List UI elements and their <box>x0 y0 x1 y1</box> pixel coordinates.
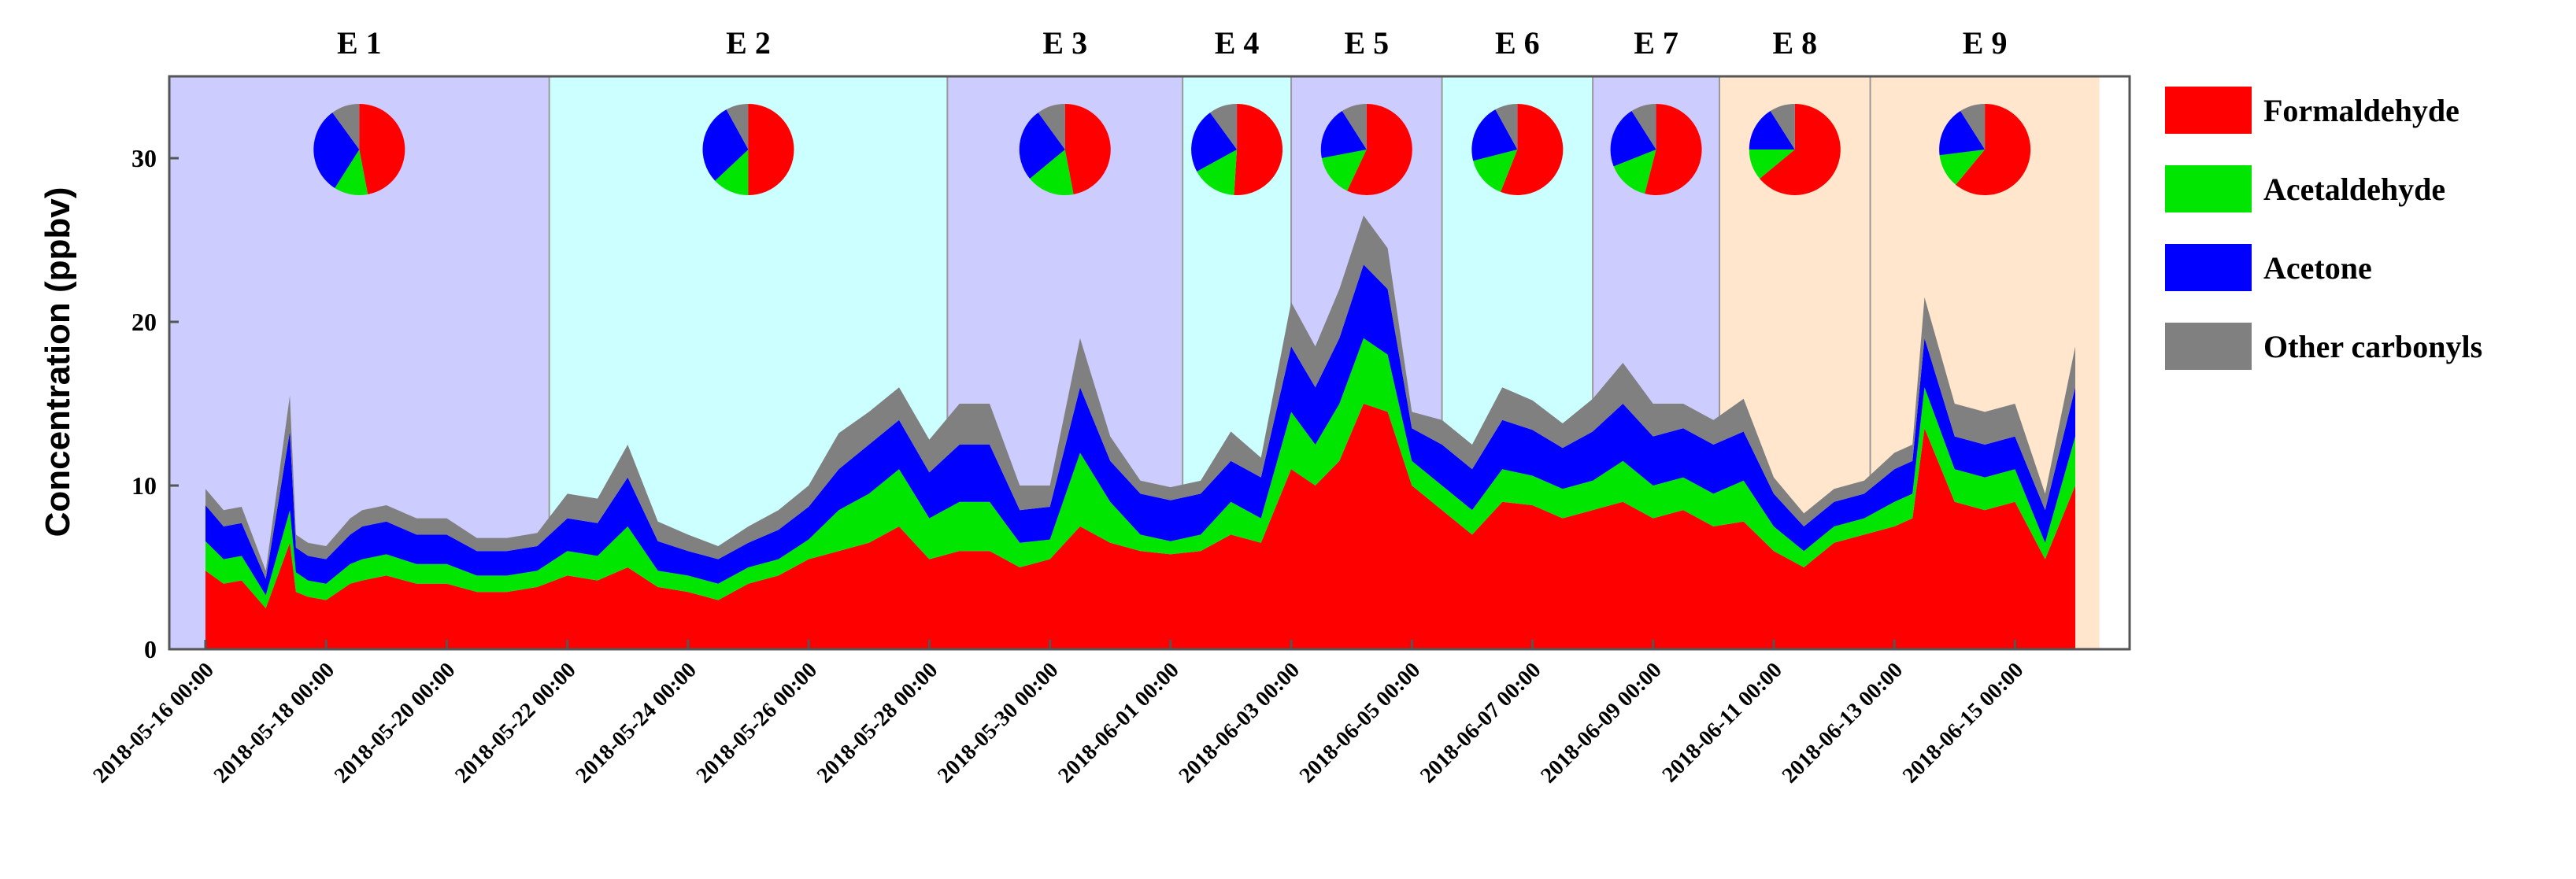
pie-slice-other-carbonyls <box>1210 104 1238 150</box>
pie-slice-acetaldehyde <box>335 150 368 195</box>
x-tick-label: 2018-05-28 00:00 <box>812 658 942 788</box>
legend-swatch-formaldehyde <box>2165 87 2252 134</box>
x-tick-label: 2018-05-26 00:00 <box>692 658 822 788</box>
pie-slice-formaldehyde <box>1956 104 2031 195</box>
legend-label-acetaldehyde: Acetaldehyde <box>2263 172 2445 207</box>
pie-slice-formaldehyde <box>1645 104 1702 195</box>
x-tick-label: 2018-06-13 00:00 <box>1778 658 1908 788</box>
plot-frame <box>168 75 2131 651</box>
pie-4 <box>1191 104 1283 195</box>
pie-slice-acetone <box>1019 113 1065 179</box>
pie-slice-acetone <box>1939 111 1986 156</box>
episode-label-2: E 2 <box>726 25 771 61</box>
pie-slice-acetone <box>1191 113 1238 172</box>
pie-slice-formaldehyde <box>748 104 794 195</box>
x-tick-label: 2018-05-20 00:00 <box>330 658 460 788</box>
y-axis-label: Concentration (ppbv) <box>39 187 77 537</box>
episode-label-6: E 6 <box>1495 25 1540 61</box>
pie-slice-acetone <box>1610 111 1656 167</box>
area-formaldehyde <box>205 404 2075 649</box>
episode-label-7: E 7 <box>1634 25 1678 61</box>
pie-1 <box>313 104 405 195</box>
x-tick-label: 2018-06-01 00:00 <box>1053 658 1183 788</box>
legend-swatch-acetaldehyde <box>2165 165 2252 212</box>
pie-slice-other-carbonyls <box>1960 104 1986 150</box>
x-tick-label: 2018-06-07 00:00 <box>1416 658 1545 788</box>
pie-slice-other-carbonyls <box>1038 104 1065 150</box>
x-tick-label: 2018-05-18 00:00 <box>209 658 339 788</box>
pie-slice-acetone <box>1471 109 1518 161</box>
pie-slice-acetone <box>702 109 749 181</box>
legend-label-other-carbonyls: Other carbonyls <box>2263 329 2482 364</box>
pie-3 <box>1019 104 1111 195</box>
episode-label-1: E 1 <box>337 25 382 61</box>
y-tick-label: 30 <box>131 144 157 172</box>
pie-slice-formaldehyde <box>1064 104 1111 194</box>
episode-label-4: E 4 <box>1215 25 1260 61</box>
pie-slice-other-carbonyls <box>1631 104 1656 150</box>
episode-labels: E 1 E 2 E 3 E 4 E 5 E 6 E 7 E 8 E 9 <box>337 25 2007 61</box>
x-tick-label: 2018-05-24 00:00 <box>571 658 701 788</box>
pie-5 <box>1320 104 1412 195</box>
x-tick-label: 2018-05-16 00:00 <box>88 658 218 788</box>
pie-2 <box>702 104 794 195</box>
pie-slice-acetaldehyde <box>1321 150 1367 191</box>
pie-slice-acetaldehyde <box>1613 150 1656 194</box>
legend-label-formaldehyde: Formaldehyde <box>2263 93 2459 128</box>
pie-slice-other-carbonyls <box>332 104 360 150</box>
pie-slice-other-carbonyls <box>1342 104 1367 150</box>
pie-slice-acetaldehyde <box>715 150 749 195</box>
pie-slice-acetone <box>313 113 360 188</box>
legend-swatch-other-carbonyls <box>2165 323 2252 370</box>
pie-slice-formaldehyde <box>1501 104 1564 196</box>
x-tick-label: 2018-06-03 00:00 <box>1175 658 1305 788</box>
pie-slice-other-carbonyls <box>726 104 749 150</box>
episode-label-5: E 5 <box>1344 25 1389 61</box>
x-tick-label: 2018-05-30 00:00 <box>933 658 1063 788</box>
episode-label-8: E 8 <box>1772 25 1817 61</box>
y-axis: 0 10 20 30 <box>131 144 179 663</box>
pie-slice-other-carbonyls <box>1770 104 1795 150</box>
pie-slice-other-carbonyls <box>1495 104 1518 150</box>
pie-slice-acetaldehyde <box>1749 150 1795 179</box>
episode-label-9: E 9 <box>1963 25 2008 61</box>
pie-slice-acetone <box>1749 111 1795 150</box>
pie-9 <box>1939 104 2031 195</box>
x-tick-label: 2018-06-09 00:00 <box>1536 658 1666 788</box>
y-tick-label: 0 <box>144 635 157 663</box>
x-tick-label: 2018-06-15 00:00 <box>1898 658 2028 788</box>
pie-slice-acetaldehyde <box>1030 150 1074 195</box>
y-tick-label: 10 <box>131 471 157 500</box>
pie-slice-formaldehyde <box>1760 104 1841 195</box>
x-tick-label: 2018-05-22 00:00 <box>450 658 580 788</box>
y-tick-label: 20 <box>131 308 157 336</box>
pie-8 <box>1749 104 1841 195</box>
x-tick-label: 2018-06-11 00:00 <box>1658 658 1787 787</box>
pie-6 <box>1471 104 1564 196</box>
pie-slice-acetaldehyde <box>1473 150 1518 192</box>
legend: Formaldehyde Acetaldehyde Acetone Other car… <box>2165 87 2482 370</box>
episode-pies <box>313 104 2031 196</box>
x-tick-label: 2018-06-05 00:00 <box>1295 658 1425 788</box>
pie-slice-acetaldehyde <box>1197 150 1238 195</box>
stacked-area-layers <box>205 215 2075 649</box>
legend-label-acetone: Acetone <box>2263 250 2372 286</box>
episode-label-3: E 3 <box>1042 25 1087 61</box>
pie-slice-formaldehyde <box>1234 104 1283 195</box>
area-acetone <box>205 264 2075 596</box>
pie-slice-formaldehyde <box>1347 104 1412 195</box>
legend-swatch-acetone <box>2165 244 2252 291</box>
pie-slice-formaldehyde <box>359 104 405 194</box>
pie-slice-acetone <box>1320 111 1367 158</box>
pie-7 <box>1610 104 1702 195</box>
pie-slice-acetaldehyde <box>1939 150 1986 185</box>
